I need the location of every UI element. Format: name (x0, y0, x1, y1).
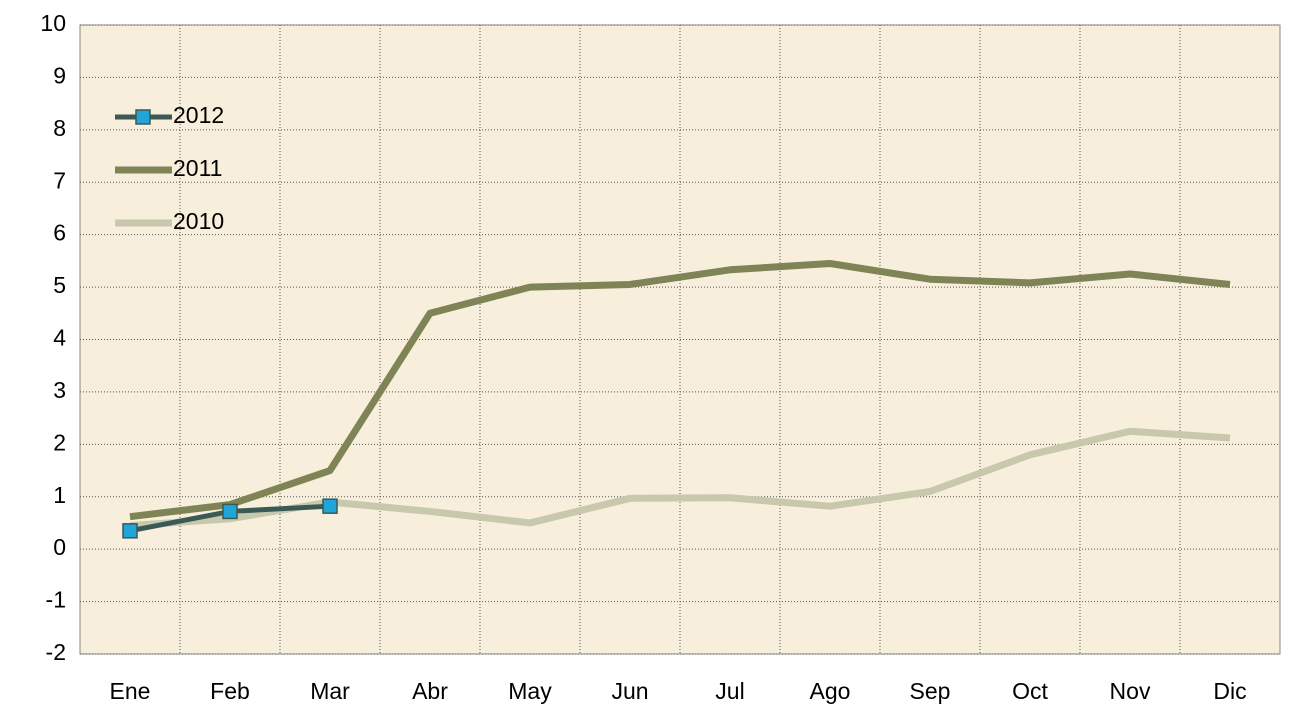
y-tick-label: 3 (53, 377, 66, 403)
legend-label: 2011 (173, 155, 222, 181)
data-marker (322, 498, 338, 514)
x-tick-label: Mar (310, 678, 350, 704)
x-tick-label: Ago (810, 678, 851, 704)
x-tick-label: Oct (1012, 678, 1048, 704)
x-tick-label: Nov (1110, 678, 1151, 704)
x-tick-label: Jul (715, 678, 744, 704)
y-tick-label: 0 (53, 534, 66, 560)
y-tick-label: 6 (53, 220, 66, 246)
y-tick-label: -2 (46, 639, 66, 665)
x-tick-label: May (508, 678, 552, 704)
y-tick-label: 10 (40, 10, 66, 36)
y-tick-label: 8 (53, 115, 66, 141)
y-tick-label: 1 (53, 482, 66, 508)
series-line (129, 259, 1231, 521)
y-tick-label: -1 (46, 587, 66, 613)
legend-label: 2012 (173, 102, 224, 128)
x-tick-label: Ene (110, 678, 151, 704)
y-tick-label: 2 (53, 429, 66, 455)
x-tick-label: Feb (210, 678, 250, 704)
x-tick-label: Abr (412, 678, 448, 704)
legend-label: 2010 (173, 208, 224, 234)
x-tick-label: Dic (1213, 678, 1246, 704)
legend-marker (135, 109, 151, 125)
y-tick-label: 7 (53, 167, 66, 193)
y-tick-label: 5 (53, 272, 66, 298)
x-tick-label: Sep (910, 678, 951, 704)
data-marker (222, 503, 238, 520)
x-tick-label: Jun (611, 678, 648, 704)
y-tick-label: 4 (53, 325, 66, 351)
data-marker (122, 523, 138, 539)
y-tick-label: 9 (53, 62, 66, 88)
